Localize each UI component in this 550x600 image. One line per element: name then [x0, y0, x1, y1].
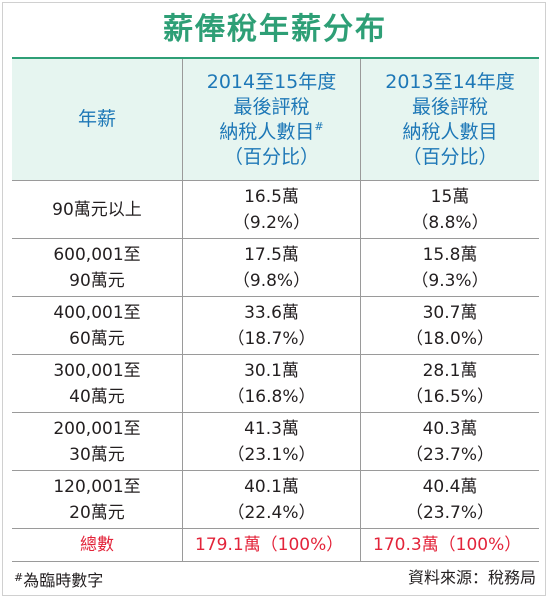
- taxpayers-2014-15-count: 41.3萬: [244, 418, 299, 439]
- salary-range-line: 90萬元: [69, 270, 125, 291]
- taxpayers-2013-14-percent: （18.0%）: [405, 328, 494, 349]
- header-annual-salary: 年薪: [12, 59, 182, 180]
- taxpayers-2014-15: 16.5萬 （9.2%）: [182, 181, 360, 238]
- table-row: 120,001至 20萬元 40.1萬 （22.4%） 40.4萬 （23.7%）: [12, 471, 539, 529]
- taxpayers-2014-15-count: 40.1萬: [244, 476, 299, 497]
- salary-range-line: 20萬元: [69, 502, 125, 523]
- table-row: 300,001至 40萬元 30.1萬 （16.8%） 28.1萬 （16.5%）: [12, 355, 539, 413]
- taxpayers-2014-15: 17.5萬 （9.8%）: [182, 239, 360, 296]
- taxpayers-2013-14: 40.3萬 （23.7%）: [360, 413, 539, 470]
- salary-range-line: 40萬元: [69, 386, 125, 407]
- table-header-row: 年薪 2014至15年度 最後評稅 納稅人數目# （百分比） 2013至14年度…: [12, 59, 539, 181]
- taxpayers-2013-14-count: 15.8萬: [422, 244, 478, 265]
- salary-range-line: 60萬元: [69, 328, 125, 349]
- header-2013-14-percent: （百分比）: [402, 145, 498, 168]
- header-2014-15-year: 2014至15年度: [206, 70, 337, 93]
- taxpayers-2013-14-count: 15萬: [430, 186, 470, 207]
- taxpayers-2014-15: 41.3萬 （23.1%）: [182, 413, 360, 470]
- taxpayers-2014-15-percent: （16.8%）: [227, 386, 316, 407]
- taxpayers-2013-14: 15.8萬 （9.3%）: [360, 239, 539, 296]
- salary-range-line: 120,001至: [53, 476, 141, 497]
- taxpayers-2014-15-percent: （18.7%）: [227, 328, 316, 349]
- total-2014-15: 179.1萬（100%）: [195, 535, 344, 555]
- salary-range-cell: 400,001至 60萬元: [12, 297, 182, 354]
- taxpayers-2014-15-percent: （9.8%）: [232, 270, 311, 291]
- taxpayers-2014-15-count: 17.5萬: [244, 244, 299, 265]
- salary-range-cell: 90萬元以上: [12, 181, 182, 238]
- salary-range-line: 400,001至: [53, 302, 141, 323]
- total-2014-15-cell: 179.1萬（100%）: [182, 529, 360, 561]
- salary-range-line: 90萬元以上: [52, 199, 142, 220]
- taxpayers-2014-15-count: 30.1萬: [244, 360, 299, 381]
- taxpayers-2014-15: 40.1萬 （22.4%）: [182, 471, 360, 528]
- table-row: 600,001至 90萬元 17.5萬 （9.8%） 15.8萬 （9.3%）: [12, 239, 539, 297]
- taxpayers-2013-14-count: 28.1萬: [422, 360, 478, 381]
- source-note: 資料來源：稅務局: [407, 568, 536, 587]
- taxpayers-2013-14-percent: （23.7%）: [405, 502, 494, 523]
- total-2013-14-cell: 170.3萬（100%）: [360, 529, 539, 561]
- taxpayers-2013-14-percent: （16.5%）: [405, 386, 494, 407]
- total-label: 總數: [80, 535, 114, 555]
- taxpayers-2013-14: 15萬 （8.8%）: [360, 181, 539, 238]
- taxpayers-2013-14-count: 30.7萬: [422, 302, 478, 323]
- header-2013-14-assessment: 最後評稅: [411, 95, 488, 118]
- taxpayers-2013-14: 30.7萬 （18.0%）: [360, 297, 539, 354]
- header-2013-14-year: 2013至14年度: [385, 70, 515, 93]
- salary-range-cell: 300,001至 40萬元: [12, 355, 182, 412]
- taxpayers-2013-14-count: 40.4萬: [422, 476, 478, 497]
- taxpayers-2014-15-percent: （23.1%）: [227, 444, 316, 465]
- taxpayers-2014-15-percent: （22.4%）: [227, 502, 316, 523]
- salary-range-line: 300,001至: [53, 360, 141, 381]
- taxpayers-2013-14-percent: （9.3%）: [411, 270, 489, 291]
- taxpayers-2013-14: 28.1萬 （16.5%）: [360, 355, 539, 412]
- table-row: 200,001至 30萬元 41.3萬 （23.1%） 40.3萬 （23.7%）: [12, 413, 539, 471]
- header-2013-14: 2013至14年度 最後評稅 納稅人數目 （百分比）: [360, 59, 539, 180]
- salary-range-line: 200,001至: [53, 418, 141, 439]
- table-row: 90萬元以上 16.5萬 （9.2%） 15萬 （8.8%）: [12, 181, 539, 239]
- taxpayers-2014-15: 30.1萬 （16.8%）: [182, 355, 360, 412]
- salary-range-line: 600,001至: [53, 244, 141, 265]
- header-2014-15-count: 納稅人數目: [219, 120, 315, 143]
- taxpayers-2013-14-count: 40.3萬: [422, 418, 478, 439]
- page-title: 薪俸稅年薪分布: [163, 12, 387, 47]
- total-label-cell: 總數: [12, 529, 182, 561]
- taxpayers-2013-14-percent: （23.7%）: [405, 444, 494, 465]
- taxpayers-2013-14: 40.4萬 （23.7%）: [360, 471, 539, 528]
- total-row: 總數 179.1萬（100%） 170.3萬（100%）: [12, 529, 539, 562]
- salary-range-cell: 200,001至 30萬元: [12, 413, 182, 470]
- header-2014-15-count-line: 納稅人數目#: [219, 120, 323, 145]
- footnote: #為臨時數字: [14, 566, 103, 593]
- table-row: 400,001至 60萬元 33.6萬 （18.7%） 30.7萬 （18.0%）: [12, 297, 539, 355]
- taxpayers-2014-15-percent: （9.2%）: [232, 212, 311, 233]
- salary-range-line: 30萬元: [69, 444, 125, 465]
- taxpayers-2014-15: 33.6萬 （18.7%）: [182, 297, 360, 354]
- footnote-mark: #: [14, 571, 24, 584]
- footnote-text: 為臨時數字: [23, 571, 104, 590]
- header-2014-15-assessment: 最後評稅: [233, 95, 310, 118]
- header-2014-15-percent: （百分比）: [223, 145, 319, 168]
- header-2013-14-count: 納稅人數目: [402, 120, 498, 143]
- salary-range-cell: 600,001至 90萬元: [12, 239, 182, 296]
- salary-distribution-table: 年薪 2014至15年度 最後評稅 納稅人數目# （百分比） 2013至14年度…: [12, 57, 539, 562]
- salary-range-cell: 120,001至 20萬元: [12, 471, 182, 528]
- header-annual-salary-label: 年薪: [77, 108, 116, 130]
- taxpayers-2014-15-count: 16.5萬: [244, 186, 299, 207]
- taxpayers-2014-15-count: 33.6萬: [244, 302, 299, 323]
- taxpayers-2013-14-percent: （8.8%）: [411, 212, 489, 233]
- provisional-mark: #: [314, 119, 324, 133]
- header-2014-15: 2014至15年度 最後評稅 納稅人數目# （百分比）: [182, 59, 360, 180]
- total-2013-14: 170.3萬（100%）: [373, 535, 522, 555]
- figure-frame: [2, 2, 546, 596]
